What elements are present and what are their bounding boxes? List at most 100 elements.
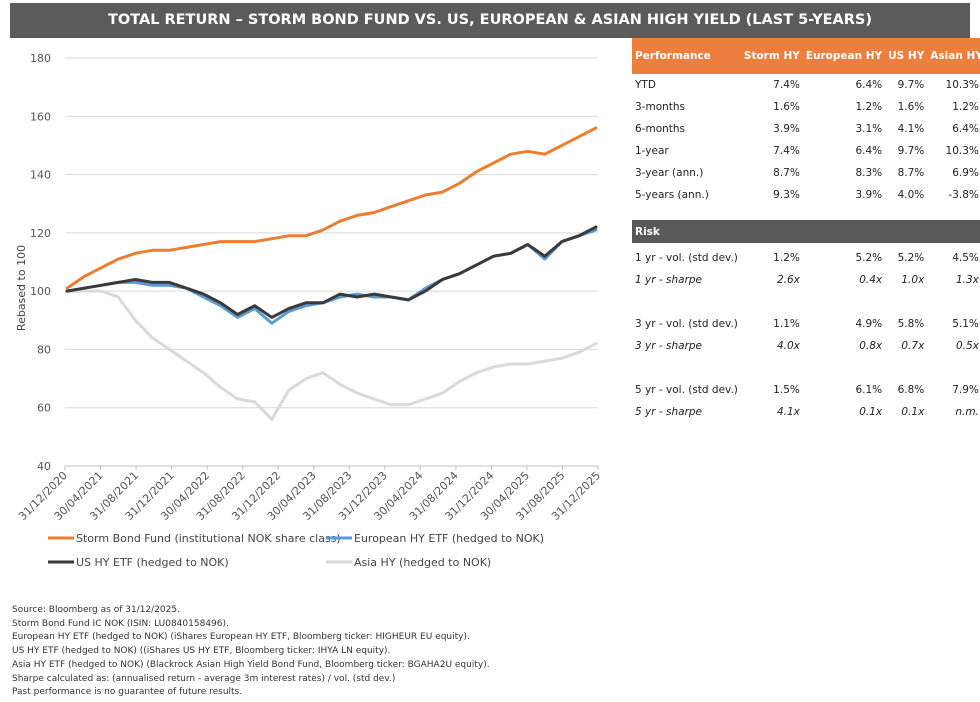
table-cell: 1.2% — [855, 101, 883, 113]
table-cell: 0.4x — [859, 274, 883, 286]
performance-row: 5-years (ann.) 9.3% 3.9% 4.0% -3.8% — [632, 184, 980, 206]
risk-vol-row: 5 yr - vol. (std dev.) 1.5% 6.1% 6.8% 7.9% — [632, 379, 980, 401]
y-tick-label: 120 — [30, 227, 51, 240]
table-cell: 7.4% — [773, 145, 800, 157]
table-cell: 4.0x — [776, 340, 800, 352]
performance-table: Performance Storm HY European HY US HY A… — [632, 38, 980, 423]
table-cell: 6.1% — [855, 384, 883, 396]
y-tick-label: 40 — [37, 460, 51, 473]
legend-label: European HY ETF (hedged to NOK) — [354, 532, 544, 545]
row-label: 3-months — [635, 101, 686, 113]
row-label: 1 yr - vol. (std dev.) — [635, 252, 738, 264]
table-cell: 6.4% — [952, 123, 979, 135]
series-line-0 — [65, 126, 598, 290]
table-cell: 1.1% — [773, 318, 800, 330]
table-cell: 1.6% — [773, 101, 800, 113]
table-cell: 3.9% — [855, 189, 883, 201]
table-cell: 4.1x — [776, 406, 800, 418]
table-cell: n.m. — [955, 406, 979, 418]
performance-header-row: Performance Storm HY European HY US HY A… — [632, 38, 980, 74]
risk-sharpe-row: 5 yr - sharpe 4.1x 0.1x 0.1x n.m. — [632, 401, 980, 423]
y-axis-title: Rebased to 100 — [15, 245, 28, 331]
table-cell: 10.3% — [945, 79, 979, 91]
performance-row: 3-months 1.6% 1.2% 1.6% 1.2% — [632, 96, 980, 118]
y-tick-label: 60 — [37, 402, 51, 415]
table-cell: 0.7x — [901, 340, 925, 352]
row-label: YTD — [635, 79, 656, 91]
table-cell: 6.4% — [855, 79, 883, 91]
table-cell: 9.7% — [897, 79, 925, 91]
risk-header-row: Risk — [632, 220, 980, 243]
table-cell: 7.9% — [952, 384, 979, 396]
table-cell: 1.3x — [955, 274, 979, 286]
table-cell: 5.2% — [855, 252, 883, 264]
table-cell: 6.9% — [952, 167, 979, 179]
table-cell: 9.3% — [773, 189, 800, 201]
table-cell: 4.1% — [897, 123, 925, 135]
footnote: European HY ETF (hedged to NOK) (iShares… — [12, 632, 470, 643]
table-cell: 1.0x — [901, 274, 925, 286]
legend-label: US HY ETF (hedged to NOK) — [76, 556, 229, 569]
table-spacer — [632, 291, 980, 313]
row-label: 6-months — [635, 123, 686, 135]
row-label: 1 yr - sharpe — [635, 274, 703, 286]
table-cell: 2.6x — [776, 274, 800, 286]
table-cell: -3.8% — [948, 189, 979, 201]
performance-row: 1-year 7.4% 6.4% 9.7% 10.3% — [632, 140, 980, 162]
y-tick-label: 80 — [37, 343, 51, 356]
y-tick-label: 180 — [30, 52, 51, 65]
table-cell: 8.7% — [773, 167, 800, 179]
risk-vol-row: 3 yr - vol. (std dev.) 1.1% 4.9% 5.8% 5.1% — [632, 313, 980, 335]
table-cell: 8.7% — [897, 167, 925, 179]
table-cell: 0.1x — [859, 406, 883, 418]
risk-vol-row: 1 yr - vol. (std dev.) 1.2% 5.2% 5.2% 4.5% — [632, 247, 980, 269]
row-label: 1-year — [635, 145, 669, 157]
footnote: US HY ETF (hedged to NOK) ((iShares US H… — [12, 646, 391, 657]
table-cell: 1.6% — [897, 101, 925, 113]
table-spacer — [632, 206, 980, 220]
table-cell: 1.2% — [773, 252, 800, 264]
series-line-1 — [65, 228, 598, 325]
table-cell: 5.8% — [897, 318, 925, 330]
footnote: Source: Bloomberg as of 31/12/2025. — [12, 605, 180, 615]
performance-table-panel: Performance Storm HY European HY US HY A… — [632, 38, 980, 423]
table-cell: 0.5x — [955, 340, 979, 352]
risk-sharpe-row: 1 yr - sharpe 2.6x 0.4x 1.0x 1.3x — [632, 269, 980, 291]
table-cell: 4.5% — [952, 252, 979, 264]
legend-label: Asia HY (hedged to NOK) — [354, 556, 491, 569]
table-cell: 9.7% — [897, 145, 925, 157]
risk-sharpe-row: 3 yr - sharpe 4.0x 0.8x 0.7x 0.5x — [632, 335, 980, 357]
row-label: 5-years (ann.) — [635, 189, 709, 201]
footnote: Asia HY ETF (hedged to NOK) (Blackrock A… — [12, 659, 490, 670]
row-label: 5 yr - sharpe — [635, 406, 703, 418]
table-cell: 0.1x — [901, 406, 925, 418]
table-cell: 5.2% — [897, 252, 925, 264]
row-label: 5 yr - vol. (std dev.) — [635, 384, 738, 396]
y-tick-label: 100 — [30, 285, 51, 298]
chart-title-banner: TOTAL RETURN – STORM BOND FUND VS. US, E… — [10, 3, 970, 38]
header-us-hy: US HY — [885, 38, 928, 74]
table-cell: 5.1% — [952, 318, 979, 330]
footnote: Storm Bond Fund IC NOK (ISIN: LU08401584… — [12, 618, 229, 629]
table-cell: 0.8x — [859, 340, 883, 352]
table-cell: 7.4% — [773, 79, 800, 91]
table-cell: 1.5% — [773, 384, 800, 396]
footnote: Past performance is no guarantee of futu… — [12, 687, 243, 698]
row-label: 3 yr - vol. (std dev.) — [635, 318, 738, 330]
y-tick-label: 160 — [30, 110, 51, 123]
table-cell: 4.9% — [855, 318, 883, 330]
footnote: Sharpe calculated as: (annualised return… — [12, 673, 396, 684]
performance-row: 6-months 3.9% 3.1% 4.1% 6.4% — [632, 118, 980, 140]
series-line-2 — [65, 225, 598, 319]
y-tick-label: 140 — [30, 169, 51, 182]
row-label: 3-year (ann.) — [635, 167, 704, 179]
table-cell: 4.0% — [897, 189, 925, 201]
footnotes: Source: Bloomberg as of 31/12/2025. Stor… — [12, 604, 712, 700]
row-label: 3 yr - sharpe — [635, 340, 703, 352]
chart-panel: 40 60 80 100 120 140 160 180 31/12/2020 30/04/20… — [10, 38, 632, 580]
table-cell: 6.4% — [855, 145, 883, 157]
table-cell: 3.9% — [773, 123, 800, 135]
series-line-3 — [65, 289, 598, 421]
header-storm-hy: Storm HY — [740, 38, 803, 74]
